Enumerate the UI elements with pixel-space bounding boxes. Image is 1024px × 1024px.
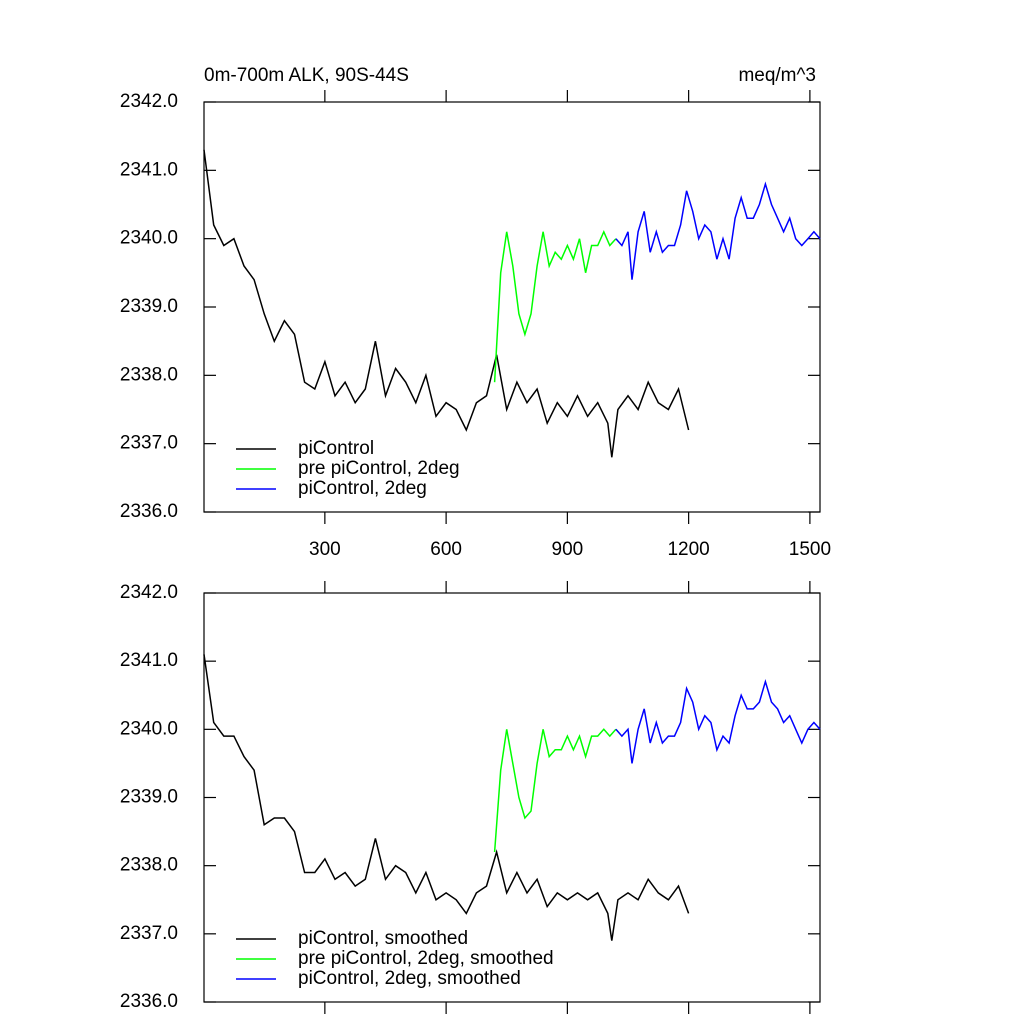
series-line: [615, 181, 821, 280]
chart-title: 0m-700m ALK, 90S-44S: [204, 65, 409, 86]
legend-label: pre piControl, 2deg: [298, 458, 460, 479]
y-tick-label: 2342.0: [120, 91, 178, 112]
plot-frame: [203, 101, 821, 513]
legend-label: piControl, 2deg: [298, 478, 427, 499]
series-line: [615, 678, 821, 764]
y-tick-label: 2340.0: [120, 228, 178, 249]
series-line: [203, 654, 690, 941]
x-tick-label: 1500: [789, 539, 831, 560]
x-tick-label: 1200: [667, 539, 709, 560]
legend-label: piControl, smoothed: [298, 928, 468, 949]
legend-label: pre piControl, 2deg, smoothed: [298, 948, 554, 969]
legend-label: piControl, 2deg, smoothed: [298, 968, 521, 989]
plot-frame: [203, 592, 821, 1003]
y-tick-label: 2340.0: [120, 718, 178, 739]
x-tick-label: 600: [430, 539, 462, 560]
x-tick-label: 300: [309, 539, 341, 560]
y-tick-label: 2338.0: [120, 855, 178, 876]
units-label: meq/m^3: [738, 65, 816, 86]
series-line: [493, 728, 617, 853]
legend-label: piControl: [298, 438, 374, 459]
y-tick-label: 2342.0: [120, 582, 178, 603]
y-tick-label: 2338.0: [120, 364, 178, 385]
y-tick-label: 2339.0: [120, 787, 178, 808]
y-tick-label: 2336.0: [120, 501, 178, 522]
y-tick-label: 2337.0: [120, 433, 178, 454]
series-line: [203, 149, 690, 458]
y-tick-label: 2341.0: [120, 159, 178, 180]
y-tick-label: 2339.0: [120, 296, 178, 317]
x-tick-label: 900: [552, 539, 584, 560]
y-tick-label: 2341.0: [120, 650, 178, 671]
y-tick-label: 2337.0: [120, 923, 178, 944]
y-tick-label: 2336.0: [120, 991, 178, 1012]
series-line: [493, 229, 617, 383]
